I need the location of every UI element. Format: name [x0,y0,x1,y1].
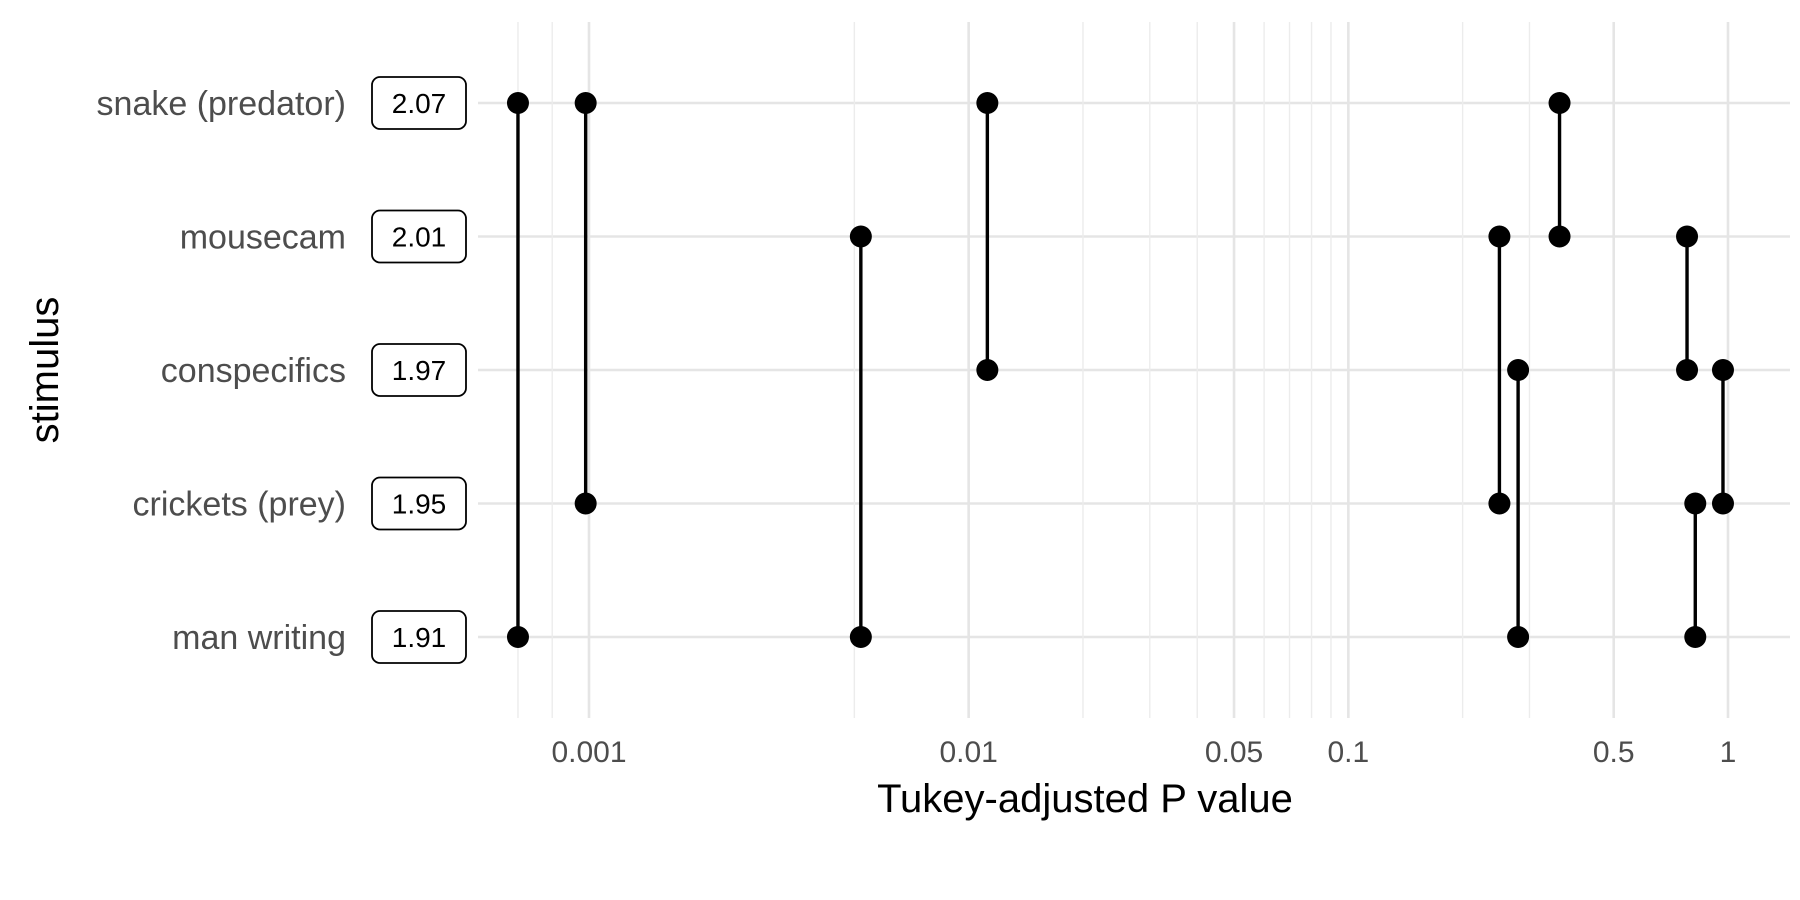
comparison-point [1676,225,1699,248]
value-box-label: 2.07 [392,88,447,119]
value-box [371,476,467,531]
y-axis-title: stimulus [23,297,67,444]
comparison-point [1488,492,1511,515]
y-category-label: man writing [172,619,346,657]
y-category-label: mousecam [180,219,346,257]
y-axis-category-labels: snake (predator) mousecam conspecifics cric… [97,85,346,657]
value-box [371,343,467,397]
y-category-label: snake (predator) [97,85,346,123]
x-tick-label: 0.01 [939,736,997,769]
y-category-label: crickets (prey) [133,486,346,524]
comparison-points [506,92,1734,648]
comparison-point [1711,359,1734,381]
x-tick-label: 0.05 [1205,736,1263,769]
y-category-label: conspecifics [161,352,346,390]
comparison-point [1548,92,1571,114]
y-axis-value-boxes: 2.07 2.01 1.97 1.95 1.91 [371,76,467,664]
x-tick-label: 1 [1720,736,1737,769]
comparison-point [976,92,999,114]
comparison-point [506,92,529,114]
comparison-point [1676,359,1699,381]
comparison-point [1507,626,1530,648]
x-tick-label: 0.1 [1327,736,1369,769]
comparison-point [574,92,597,114]
comparison-segments [516,103,1725,637]
comparison-point [1488,225,1511,248]
x-axis-tick-labels: 0.001 0.01 0.05 0.1 0.5 1 [551,736,1736,769]
comparison-point [574,492,597,515]
comparison-point [1684,492,1707,515]
comparison-point [1507,359,1530,381]
comparison-point [849,225,872,248]
value-box [371,209,467,264]
value-box [371,76,467,130]
comparison-point [1684,626,1707,648]
comparison-point [1548,225,1571,248]
comparison-point [1711,492,1734,515]
value-box-label: 1.95 [392,489,447,520]
x-axis-title: Tukey-adjusted P value [877,777,1293,821]
value-box [371,610,467,664]
value-box-label: 1.97 [392,355,447,386]
x-tick-label: 0.001 [551,736,626,769]
x-tick-label: 0.5 [1593,736,1635,769]
value-box-label: 1.91 [392,622,447,653]
value-box-label: 2.01 [392,222,447,253]
comparison-point [506,626,529,648]
grid-lines [478,22,1790,718]
comparison-point [976,359,999,381]
comparison-point [849,626,872,648]
